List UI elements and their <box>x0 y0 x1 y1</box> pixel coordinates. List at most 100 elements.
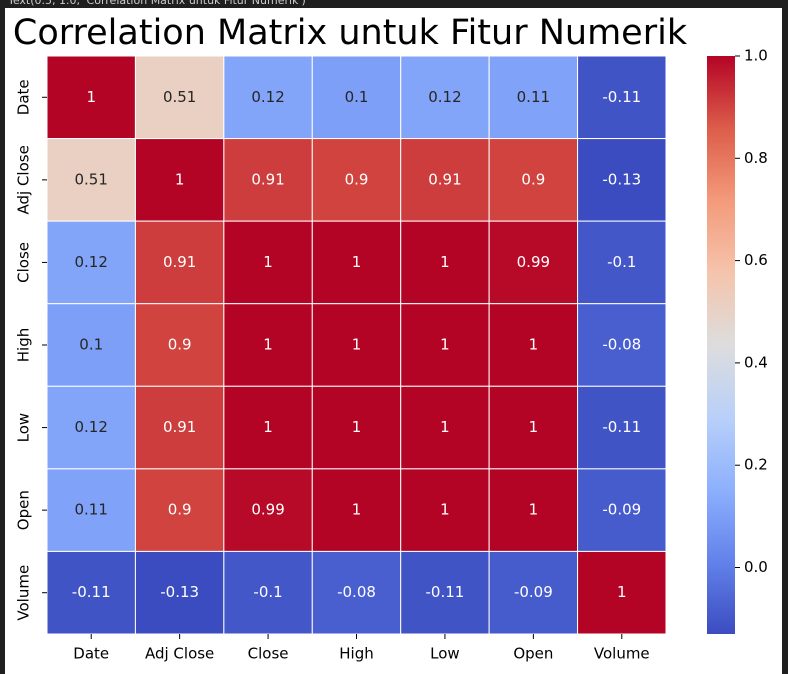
heatmap-cell <box>577 303 667 387</box>
cell-label: -0.13 <box>602 170 641 188</box>
x-tick-label: Volume <box>594 645 650 663</box>
heatmap-cell <box>223 220 313 305</box>
y-tick-label: Close <box>15 242 33 283</box>
cell-label: 0.12 <box>75 418 108 436</box>
colorbar <box>707 56 735 634</box>
cell-label: 0.9 <box>345 170 369 188</box>
x-tick-label: Adj Close <box>145 645 214 663</box>
cell-label: 1 <box>617 583 627 601</box>
heatmap-cell <box>577 550 667 635</box>
heatmap-cell <box>46 468 136 552</box>
heatmap-cell <box>223 138 313 222</box>
heatmap-cell <box>488 550 579 635</box>
cell-label: 0.1 <box>79 336 103 354</box>
cell-label: 0.91 <box>251 170 284 188</box>
cell-label: 1 <box>175 170 185 188</box>
heatmap-cell <box>577 468 667 552</box>
cell-label: 0.91 <box>163 418 196 436</box>
cell-label: 0.11 <box>75 501 108 519</box>
heatmap-cell <box>577 55 667 140</box>
x-tick-label: Date <box>73 645 109 663</box>
y-tick-label: Date <box>15 79 33 115</box>
heatmap-cell <box>311 220 402 305</box>
heatmap-cell <box>46 550 136 635</box>
heatmap-cell <box>311 468 402 552</box>
heatmap-cell <box>577 138 667 222</box>
cell-label: 0.11 <box>517 88 550 106</box>
cell-label: 1 <box>352 336 362 354</box>
x-tick-label: Close <box>248 645 289 663</box>
cell-label: 0.9 <box>521 170 545 188</box>
cell-label: -0.11 <box>426 583 465 601</box>
heatmap-cell <box>223 550 313 635</box>
cell-label: 1 <box>352 501 362 519</box>
cell-label: 1 <box>440 253 450 271</box>
cell-label: 0.91 <box>428 170 461 188</box>
cell-label: 1 <box>440 501 450 519</box>
cell-label: -0.11 <box>602 418 641 436</box>
heatmap-cell <box>311 303 402 387</box>
cell-label: 0.12 <box>75 253 108 271</box>
cell-label: -0.11 <box>72 583 111 601</box>
y-tick-label: Low <box>15 413 33 443</box>
cell-label: 0.12 <box>251 88 284 106</box>
y-tick-label: High <box>15 328 33 362</box>
y-tick-label: Open <box>15 490 33 530</box>
colorbar-tick-label: 0.2 <box>744 456 768 474</box>
cell-label: 1 <box>529 418 539 436</box>
heatmap-cell <box>134 550 225 635</box>
heatmap-cell <box>488 468 579 552</box>
heatmap-cell <box>223 385 313 470</box>
heatmap-cell <box>46 385 136 470</box>
x-tick-label: High <box>339 645 373 663</box>
heatmap-cell <box>488 138 579 222</box>
y-tick-label: Volume <box>15 565 33 621</box>
heatmap-cell <box>577 220 667 305</box>
cell-label: 0.9 <box>168 501 192 519</box>
colorbar-tick-label: 0.6 <box>744 251 768 269</box>
cell-label: 1 <box>352 253 362 271</box>
heatmap-cell <box>134 303 225 387</box>
cell-label: 1 <box>263 418 273 436</box>
cell-label: -0.11 <box>602 88 641 106</box>
chart-title: Correlation Matrix untuk Fitur Numerik <box>13 13 688 53</box>
heatmap-cell <box>46 303 136 387</box>
cell-label: 1 <box>529 336 539 354</box>
cell-label: 0.9 <box>168 336 192 354</box>
heatmap-cell <box>400 138 490 222</box>
heatmap-cell <box>134 138 225 222</box>
cell-label: 1 <box>352 418 362 436</box>
cell-label: -0.1 <box>607 253 636 271</box>
cell-label: 1 <box>529 501 539 519</box>
y-tick-label: Adj Close <box>15 145 33 214</box>
cell-label: -0.09 <box>514 583 553 601</box>
cell-label: 0.99 <box>517 253 550 271</box>
cell-label: 0.51 <box>163 88 196 106</box>
heatmap-cell <box>223 468 313 552</box>
colorbar-tick-label: 0.4 <box>744 353 768 371</box>
heatmap-cell <box>223 55 313 140</box>
cell-label: 1 <box>263 336 273 354</box>
heatmap-cell <box>577 385 667 470</box>
heatmap-cell <box>400 303 490 387</box>
cell-label: 0.1 <box>345 88 369 106</box>
colorbar-tick-label: 1.0 <box>744 47 768 65</box>
heatmap-cell <box>134 385 225 470</box>
heatmap-cell <box>400 220 490 305</box>
cell-label: 0.91 <box>163 253 196 271</box>
cell-label: -0.08 <box>602 336 641 354</box>
heatmap-cell <box>400 550 490 635</box>
colorbar-tick-label: 0.8 <box>744 149 768 167</box>
cell-label: 1 <box>440 336 450 354</box>
heatmap-cell <box>134 55 225 140</box>
heatmap-cell <box>311 55 402 140</box>
cell-label: 0.99 <box>251 501 284 519</box>
heatmap-cell <box>223 303 313 387</box>
cell-label: -0.08 <box>337 583 376 601</box>
heatmap-cell <box>311 550 402 635</box>
cell-label: -0.09 <box>602 501 641 519</box>
cell-label: 0.12 <box>428 88 461 106</box>
cell-label: 1 <box>440 418 450 436</box>
